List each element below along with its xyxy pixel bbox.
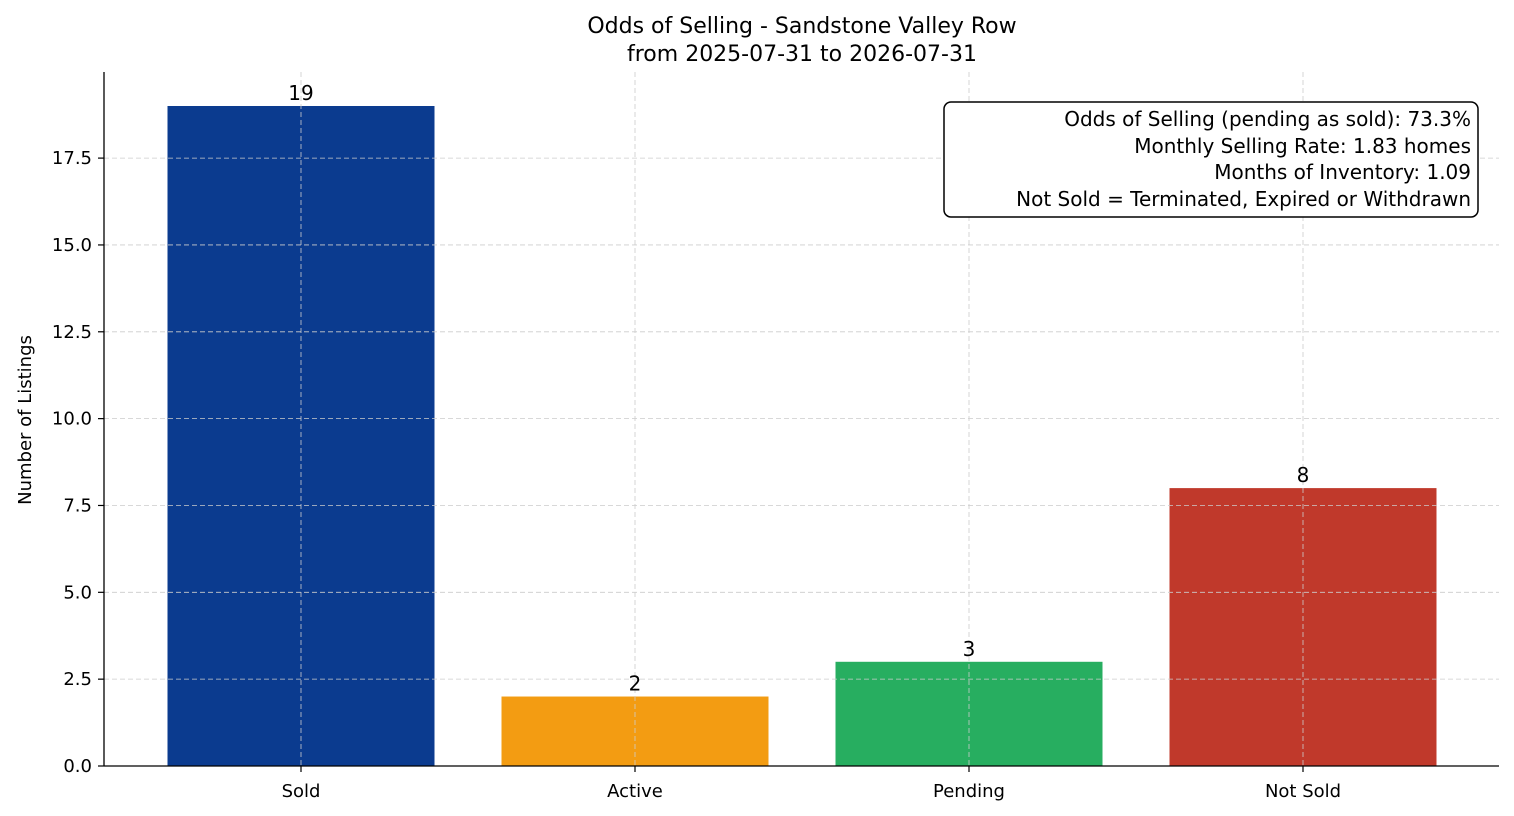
grid-lines xyxy=(104,72,1499,766)
bar-value-label-sold: 19 xyxy=(288,81,313,105)
y-tick-label: 10.0 xyxy=(52,409,92,430)
y-axis-ticks: 0.0 2.5 5.0 7.5 10.0 12.5 15.0 17.5 xyxy=(52,148,104,777)
info-not-sold-definition: Not Sold = Terminated, Expired or Withdr… xyxy=(1016,187,1471,211)
y-tick-label: 12.5 xyxy=(52,322,92,343)
bar-value-label-active: 2 xyxy=(629,672,642,696)
info-months-of-inventory: Months of Inventory: 1.09 xyxy=(1214,160,1471,184)
bar-value-label-pending: 3 xyxy=(963,637,976,661)
y-tick-label: 5.0 xyxy=(63,582,92,603)
info-monthly-selling-rate: Monthly Selling Rate: 1.83 homes xyxy=(1134,134,1471,158)
info-box: Odds of Selling (pending as sold): 73.3%… xyxy=(943,101,1479,218)
info-odds-of-selling: Odds of Selling (pending as sold): 73.3% xyxy=(1064,107,1471,131)
x-tick-label-active: Active xyxy=(607,781,663,802)
y-tick-label: 17.5 xyxy=(52,148,92,169)
bar-value-labels: 19 2 3 8 xyxy=(288,81,1309,696)
x-tick-label-not-sold: Not Sold xyxy=(1265,781,1341,802)
y-tick-label: 0.0 xyxy=(63,756,92,777)
x-axis-ticks: Sold Active Pending Not Sold xyxy=(282,766,1341,802)
chart-subtitle: from 2025-07-31 to 2026-07-31 xyxy=(627,42,977,67)
y-tick-label: 7.5 xyxy=(63,495,92,516)
x-tick-label-sold: Sold xyxy=(282,781,321,802)
y-tick-label: 15.0 xyxy=(52,235,92,256)
chart-title: Odds of Selling - Sandstone Valley Row xyxy=(587,14,1016,39)
info-box-frame xyxy=(943,101,1479,218)
bar-value-label-not-sold: 8 xyxy=(1297,463,1310,487)
y-axis-label: Number of Listings xyxy=(15,335,36,505)
y-tick-label: 2.5 xyxy=(63,669,92,690)
x-tick-label-pending: Pending xyxy=(933,781,1005,802)
